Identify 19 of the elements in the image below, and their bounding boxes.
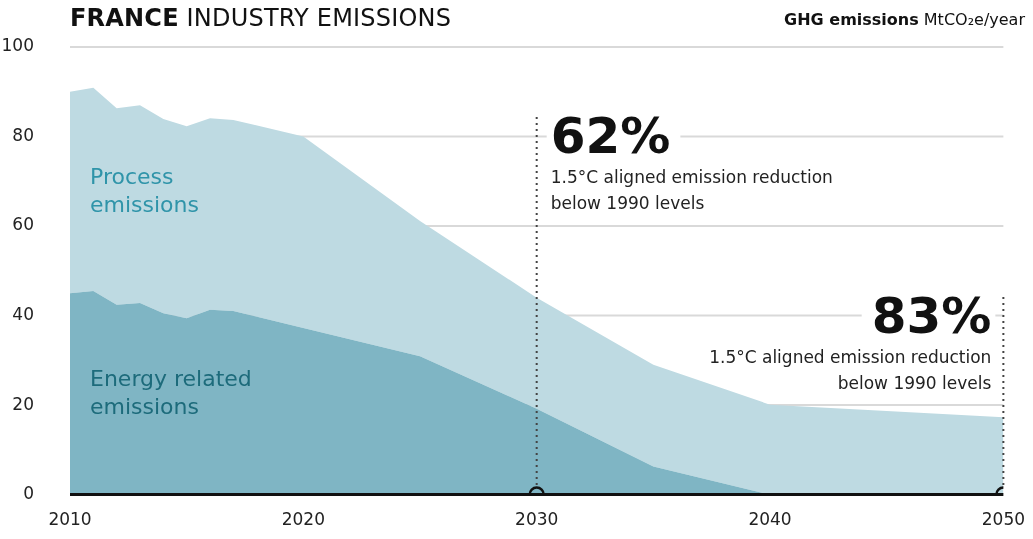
y-tick-label: 80 (12, 124, 34, 145)
annotation: 83% (871, 287, 992, 345)
x-tick-label: 2030 (515, 509, 559, 530)
x-tick-label: 2010 (48, 509, 92, 530)
annotation: 62% (550, 107, 671, 165)
y-tick-label: 20 (12, 393, 34, 414)
y-tick-label: 100 (1, 35, 34, 56)
y-tick-label: 40 (12, 303, 34, 324)
series-label: Process emissions (90, 164, 199, 218)
x-tick-label: 2040 (748, 509, 792, 530)
x-tick-label: 2050 (981, 509, 1025, 530)
annotation: 1.5°C aligned emission reduction below 1990 levels (709, 347, 992, 393)
y-tick-label: 60 (12, 214, 34, 235)
y-axis-title: GHG emissions MtCO₂e/year (784, 10, 1025, 29)
annotation: 1.5°C aligned emission reduction below 1990 levels (550, 167, 833, 213)
chart-title: FRANCE INDUSTRY EMISSIONS (70, 4, 452, 32)
series-label: Energy related emissions (90, 365, 252, 419)
x-tick-label: 2020 (281, 509, 325, 530)
y-tick-label: 0 (23, 483, 34, 504)
